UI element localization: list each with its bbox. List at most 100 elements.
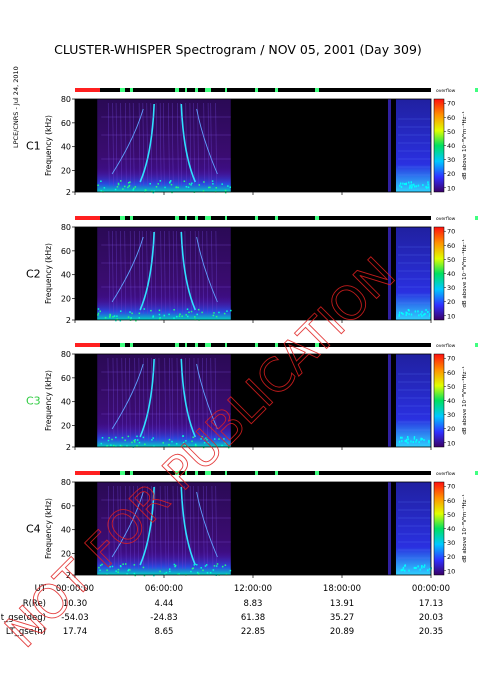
y-tick-label: 40 [61,526,71,535]
ephemeris-cell: 8.65 [155,627,174,637]
emission-speckle [164,573,166,575]
emission-speckle [181,315,183,318]
emission-speckle [159,180,162,182]
emission-speckle [119,310,122,312]
emission-speckle [152,315,155,317]
emission-speckle [158,313,161,316]
spacecraft-label: C4 [26,523,41,536]
emission-speckle [407,438,409,441]
emission-speckle [417,565,419,568]
emission-speckle [169,181,171,183]
emission-speckle [404,569,406,572]
colorbar-label: dB above 10⁻⁸V²m⁻²Hz⁻¹ [461,239,468,307]
emission-speckle [229,186,231,189]
mode-bar-green-segment [195,88,198,92]
emission-speckle [418,314,420,317]
emission-speckle [115,445,117,448]
emission-speckle [182,435,184,437]
mode-bar [75,471,431,475]
emission-speckle [173,309,175,311]
ephemeris-cell: 22.85 [241,627,265,637]
emission-speckle [165,571,168,574]
ephemeris-cell: 12:00:00 [234,584,272,594]
emission-speckle [177,573,179,576]
emission-speckle [100,190,103,192]
emission-speckle [179,313,181,316]
mode-bar-green-segment [130,88,133,92]
emission-speckle [427,181,429,184]
emission-curve [180,486,197,566]
ephemeris-cell: 10.30 [63,599,87,609]
mode-bar-green-segment [225,343,227,347]
emission-speckle [415,566,417,569]
emission-speckle [128,184,131,187]
ephemeris-cell: 4.44 [155,599,174,609]
emission-speckle [408,181,410,184]
y-tick-label: 80 [61,478,71,487]
colorbar-tick-label: 20 [447,298,455,306]
emission-speckle [97,184,99,187]
colorbar-tick-label: 20 [447,553,455,561]
emission-speckle [408,313,410,316]
emission-speckle [151,190,153,193]
emission-speckle [408,309,410,312]
emission-speckle [99,569,101,571]
emission-speckle [212,314,215,317]
emission-speckle [399,182,402,185]
emission-speckle [127,186,129,189]
emission-speckle [223,438,225,440]
emission-speckle [213,565,216,567]
emission-speckle [111,438,113,441]
mode-bar-green-segment [120,216,125,220]
emission-speckle [134,439,137,441]
ephemeris-cell: 35.27 [330,613,354,623]
emission-speckle [142,566,145,569]
emission-speckle [170,183,173,186]
emission-speckle [131,441,133,444]
ephemeris-cell: 13.91 [330,599,354,609]
emission-speckle [185,440,187,442]
colorbar [433,98,445,193]
emission-speckle [144,189,147,191]
emission-speckle [407,441,409,444]
mode-bar [75,88,431,92]
y-axis-label: Frequency (kHz) [44,115,53,176]
emission-speckle [221,183,223,185]
emission-speckle [424,564,426,567]
panel-c3: overflow 2 20 40 60 80 Frequency (kHz)C3 10 20 30… [26,343,478,452]
mode-bar-green-segment [120,343,125,347]
emission-speckle [196,571,199,574]
emission-speckle [429,313,431,316]
emission-speckle [119,319,122,322]
interval-edge [387,99,391,192]
emission-speckle [200,438,202,440]
emission-speckle [410,181,413,184]
ephemeris-row-label: R(Re) [23,599,46,609]
emission-speckle [168,182,171,184]
emission-speckle [224,189,227,192]
emission-speckle [175,443,178,445]
emission-speckle [138,441,141,444]
emission-speckle [414,566,416,569]
emission-speckle [138,312,141,315]
emission-speckle [202,446,205,449]
emission-speckle [174,565,176,568]
mode-bar-green-segment [120,88,125,92]
emission-speckle [194,316,196,318]
emission-speckle [114,188,117,191]
emission-speckle [207,186,210,189]
emission-speckle [185,314,187,316]
emission-speckle [109,313,111,316]
emission-speckle [168,438,171,441]
emission-speckle [427,311,429,314]
emission-speckle [101,563,103,566]
emission-speckle [398,314,400,317]
emission-speckle [158,309,161,312]
emission-speckle [138,317,140,319]
emission-speckle [216,563,219,565]
emission-speckle [427,183,429,186]
emission-speckle [152,437,154,439]
mode-bar-green-segment [185,343,187,347]
emission-speckle [155,186,158,188]
y-tick-label: 2 [66,316,71,325]
